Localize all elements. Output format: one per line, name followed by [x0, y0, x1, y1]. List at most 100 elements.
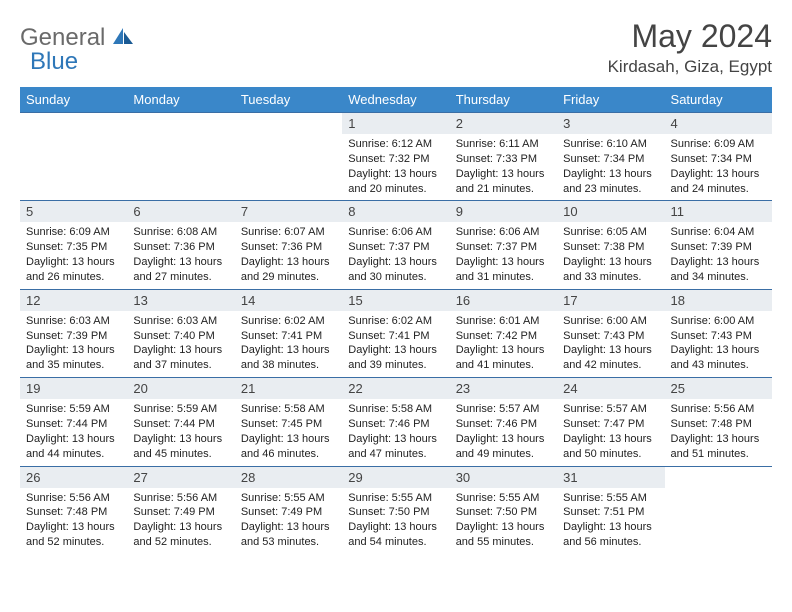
calendar-day-cell: 18Sunrise: 6:00 AMSunset: 7:43 PMDayligh…	[665, 289, 772, 377]
day-header: Monday	[127, 87, 234, 113]
calendar-empty-cell	[235, 113, 342, 201]
location: Kirdasah, Giza, Egypt	[608, 57, 772, 77]
day-number: 9	[450, 201, 557, 222]
calendar-day-cell: 3Sunrise: 6:10 AMSunset: 7:34 PMDaylight…	[557, 113, 664, 201]
day-number: 3	[557, 113, 664, 134]
day-details: Sunrise: 5:56 AMSunset: 7:48 PMDaylight:…	[665, 399, 772, 465]
day-details: Sunrise: 6:04 AMSunset: 7:39 PMDaylight:…	[665, 222, 772, 288]
calendar-day-cell: 23Sunrise: 5:57 AMSunset: 7:46 PMDayligh…	[450, 378, 557, 466]
day-details: Sunrise: 6:03 AMSunset: 7:40 PMDaylight:…	[127, 311, 234, 377]
calendar-week-row: 12Sunrise: 6:03 AMSunset: 7:39 PMDayligh…	[20, 289, 772, 377]
calendar-day-cell: 25Sunrise: 5:56 AMSunset: 7:48 PMDayligh…	[665, 378, 772, 466]
calendar-day-cell: 27Sunrise: 5:56 AMSunset: 7:49 PMDayligh…	[127, 466, 234, 554]
calendar-empty-cell	[665, 466, 772, 554]
calendar-table: SundayMondayTuesdayWednesdayThursdayFrid…	[20, 87, 772, 554]
day-number: 7	[235, 201, 342, 222]
day-details: Sunrise: 5:55 AMSunset: 7:50 PMDaylight:…	[450, 488, 557, 554]
day-number: 15	[342, 290, 449, 311]
day-details: Sunrise: 5:55 AMSunset: 7:50 PMDaylight:…	[342, 488, 449, 554]
logo-sail-icon	[111, 26, 135, 51]
day-number: 29	[342, 467, 449, 488]
calendar-week-row: 19Sunrise: 5:59 AMSunset: 7:44 PMDayligh…	[20, 378, 772, 466]
day-header-row: SundayMondayTuesdayWednesdayThursdayFrid…	[20, 87, 772, 113]
day-number: 24	[557, 378, 664, 399]
day-details: Sunrise: 6:09 AMSunset: 7:34 PMDaylight:…	[665, 134, 772, 200]
day-number: 18	[665, 290, 772, 311]
day-number: 14	[235, 290, 342, 311]
day-details: Sunrise: 6:02 AMSunset: 7:41 PMDaylight:…	[342, 311, 449, 377]
day-number: 28	[235, 467, 342, 488]
day-details: Sunrise: 6:08 AMSunset: 7:36 PMDaylight:…	[127, 222, 234, 288]
calendar-day-cell: 15Sunrise: 6:02 AMSunset: 7:41 PMDayligh…	[342, 289, 449, 377]
day-details: Sunrise: 6:10 AMSunset: 7:34 PMDaylight:…	[557, 134, 664, 200]
calendar-empty-cell	[20, 113, 127, 201]
day-number: 20	[127, 378, 234, 399]
day-details: Sunrise: 6:11 AMSunset: 7:33 PMDaylight:…	[450, 134, 557, 200]
calendar-day-cell: 22Sunrise: 5:58 AMSunset: 7:46 PMDayligh…	[342, 378, 449, 466]
day-number: 10	[557, 201, 664, 222]
logo-text-blue: Blue	[30, 48, 78, 75]
day-number: 5	[20, 201, 127, 222]
day-details: Sunrise: 5:58 AMSunset: 7:45 PMDaylight:…	[235, 399, 342, 465]
calendar-day-cell: 1Sunrise: 6:12 AMSunset: 7:32 PMDaylight…	[342, 113, 449, 201]
calendar-day-cell: 13Sunrise: 6:03 AMSunset: 7:40 PMDayligh…	[127, 289, 234, 377]
calendar-day-cell: 2Sunrise: 6:11 AMSunset: 7:33 PMDaylight…	[450, 113, 557, 201]
day-number: 23	[450, 378, 557, 399]
calendar-day-cell: 16Sunrise: 6:01 AMSunset: 7:42 PMDayligh…	[450, 289, 557, 377]
day-details: Sunrise: 6:07 AMSunset: 7:36 PMDaylight:…	[235, 222, 342, 288]
calendar-day-cell: 8Sunrise: 6:06 AMSunset: 7:37 PMDaylight…	[342, 201, 449, 289]
day-number: 12	[20, 290, 127, 311]
day-details: Sunrise: 6:09 AMSunset: 7:35 PMDaylight:…	[20, 222, 127, 288]
day-details: Sunrise: 5:59 AMSunset: 7:44 PMDaylight:…	[20, 399, 127, 465]
day-details: Sunrise: 5:56 AMSunset: 7:49 PMDaylight:…	[127, 488, 234, 554]
calendar-day-cell: 29Sunrise: 5:55 AMSunset: 7:50 PMDayligh…	[342, 466, 449, 554]
calendar-day-cell: 21Sunrise: 5:58 AMSunset: 7:45 PMDayligh…	[235, 378, 342, 466]
day-number: 8	[342, 201, 449, 222]
day-number: 27	[127, 467, 234, 488]
day-details: Sunrise: 6:01 AMSunset: 7:42 PMDaylight:…	[450, 311, 557, 377]
calendar-day-cell: 6Sunrise: 6:08 AMSunset: 7:36 PMDaylight…	[127, 201, 234, 289]
day-number: 19	[20, 378, 127, 399]
day-number: 4	[665, 113, 772, 134]
day-number: 13	[127, 290, 234, 311]
calendar-week-row: 26Sunrise: 5:56 AMSunset: 7:48 PMDayligh…	[20, 466, 772, 554]
day-details: Sunrise: 5:56 AMSunset: 7:48 PMDaylight:…	[20, 488, 127, 554]
day-details: Sunrise: 6:03 AMSunset: 7:39 PMDaylight:…	[20, 311, 127, 377]
calendar-day-cell: 10Sunrise: 6:05 AMSunset: 7:38 PMDayligh…	[557, 201, 664, 289]
calendar-day-cell: 5Sunrise: 6:09 AMSunset: 7:35 PMDaylight…	[20, 201, 127, 289]
day-details: Sunrise: 5:55 AMSunset: 7:49 PMDaylight:…	[235, 488, 342, 554]
day-number: 21	[235, 378, 342, 399]
day-details: Sunrise: 6:06 AMSunset: 7:37 PMDaylight:…	[342, 222, 449, 288]
logo: General	[20, 18, 137, 52]
day-details: Sunrise: 5:59 AMSunset: 7:44 PMDaylight:…	[127, 399, 234, 465]
day-details: Sunrise: 6:02 AMSunset: 7:41 PMDaylight:…	[235, 311, 342, 377]
day-details: Sunrise: 6:00 AMSunset: 7:43 PMDaylight:…	[557, 311, 664, 377]
day-number: 16	[450, 290, 557, 311]
title-block: May 2024 Kirdasah, Giza, Egypt	[608, 18, 772, 77]
day-details: Sunrise: 6:00 AMSunset: 7:43 PMDaylight:…	[665, 311, 772, 377]
day-number: 1	[342, 113, 449, 134]
day-header: Sunday	[20, 87, 127, 113]
calendar-day-cell: 19Sunrise: 5:59 AMSunset: 7:44 PMDayligh…	[20, 378, 127, 466]
day-details: Sunrise: 6:12 AMSunset: 7:32 PMDaylight:…	[342, 134, 449, 200]
calendar-day-cell: 24Sunrise: 5:57 AMSunset: 7:47 PMDayligh…	[557, 378, 664, 466]
calendar-week-row: 1Sunrise: 6:12 AMSunset: 7:32 PMDaylight…	[20, 113, 772, 201]
header: General May 2024 Kirdasah, Giza, Egypt	[20, 18, 772, 77]
calendar-day-cell: 11Sunrise: 6:04 AMSunset: 7:39 PMDayligh…	[665, 201, 772, 289]
day-number: 31	[557, 467, 664, 488]
logo-blue-row: Blue	[30, 48, 78, 76]
day-details: Sunrise: 5:57 AMSunset: 7:46 PMDaylight:…	[450, 399, 557, 465]
calendar-day-cell: 31Sunrise: 5:55 AMSunset: 7:51 PMDayligh…	[557, 466, 664, 554]
day-details: Sunrise: 6:05 AMSunset: 7:38 PMDaylight:…	[557, 222, 664, 288]
calendar-day-cell: 7Sunrise: 6:07 AMSunset: 7:36 PMDaylight…	[235, 201, 342, 289]
day-header: Tuesday	[235, 87, 342, 113]
calendar-day-cell: 17Sunrise: 6:00 AMSunset: 7:43 PMDayligh…	[557, 289, 664, 377]
calendar-day-cell: 28Sunrise: 5:55 AMSunset: 7:49 PMDayligh…	[235, 466, 342, 554]
day-header: Thursday	[450, 87, 557, 113]
calendar-week-row: 5Sunrise: 6:09 AMSunset: 7:35 PMDaylight…	[20, 201, 772, 289]
day-header: Wednesday	[342, 87, 449, 113]
day-number: 25	[665, 378, 772, 399]
calendar-body: 1Sunrise: 6:12 AMSunset: 7:32 PMDaylight…	[20, 113, 772, 555]
day-header: Saturday	[665, 87, 772, 113]
calendar-day-cell: 9Sunrise: 6:06 AMSunset: 7:37 PMDaylight…	[450, 201, 557, 289]
